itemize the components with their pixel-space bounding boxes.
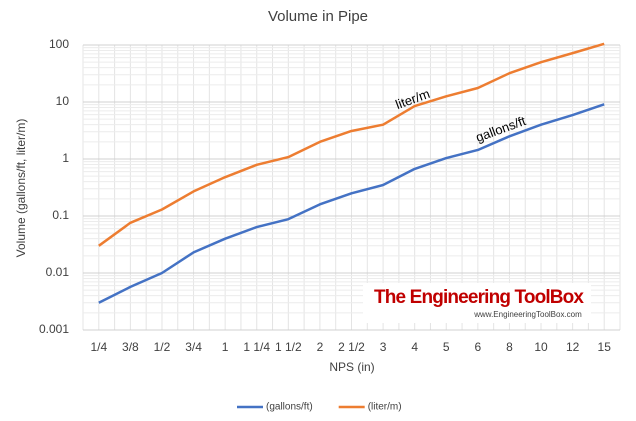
x-axis-label: NPS (in) bbox=[329, 360, 374, 374]
x-tick-label: 4 bbox=[411, 340, 418, 354]
y-tick-label: 1 bbox=[62, 151, 69, 165]
x-tick-label: 2 1/2 bbox=[338, 340, 365, 354]
watermark: The Engineering ToolBox www.EngineeringTo… bbox=[363, 283, 591, 323]
x-tick-label: 1/4 bbox=[90, 340, 107, 354]
x-tick-label: 5 bbox=[443, 340, 450, 354]
x-tick-label: 3/4 bbox=[185, 340, 202, 354]
x-tick-label: 15 bbox=[598, 340, 612, 354]
y-tick-label: 10 bbox=[56, 94, 70, 108]
legend-label: (gallons/ft) bbox=[266, 402, 313, 413]
x-tick-label: 6 bbox=[475, 340, 482, 354]
x-tick-label: 3/8 bbox=[122, 340, 139, 354]
x-tick-label: 10 bbox=[534, 340, 548, 354]
watermark-title: The Engineering ToolBox bbox=[374, 287, 584, 308]
x-tick-label: 12 bbox=[566, 340, 580, 354]
x-tick-label: 2 bbox=[317, 340, 324, 354]
legend-label: (liter/m) bbox=[368, 402, 402, 413]
y-tick-label: 0.1 bbox=[52, 208, 69, 222]
y-axis-label: Volume (gallons/ft, liter/m) bbox=[14, 119, 28, 258]
series-line bbox=[98, 103, 605, 304]
series-line bbox=[98, 42, 605, 247]
watermark-url: www.EngineeringToolBox.com bbox=[473, 310, 582, 319]
y-tick-label: 0.01 bbox=[46, 265, 70, 279]
x-tick-label: 1 1/4 bbox=[243, 340, 270, 354]
y-tick-label: 0.001 bbox=[39, 322, 69, 336]
x-tick-label: 3 bbox=[380, 340, 387, 354]
x-tick-label: 1/2 bbox=[154, 340, 171, 354]
y-tick-label: 100 bbox=[49, 37, 69, 51]
x-tick-label: 8 bbox=[506, 340, 513, 354]
watermark-box bbox=[363, 283, 591, 323]
chart-title: Volume in Pipe bbox=[268, 8, 368, 25]
x-tick-label: 1 bbox=[222, 340, 229, 354]
x-tick-label: 1 1/2 bbox=[275, 340, 302, 354]
